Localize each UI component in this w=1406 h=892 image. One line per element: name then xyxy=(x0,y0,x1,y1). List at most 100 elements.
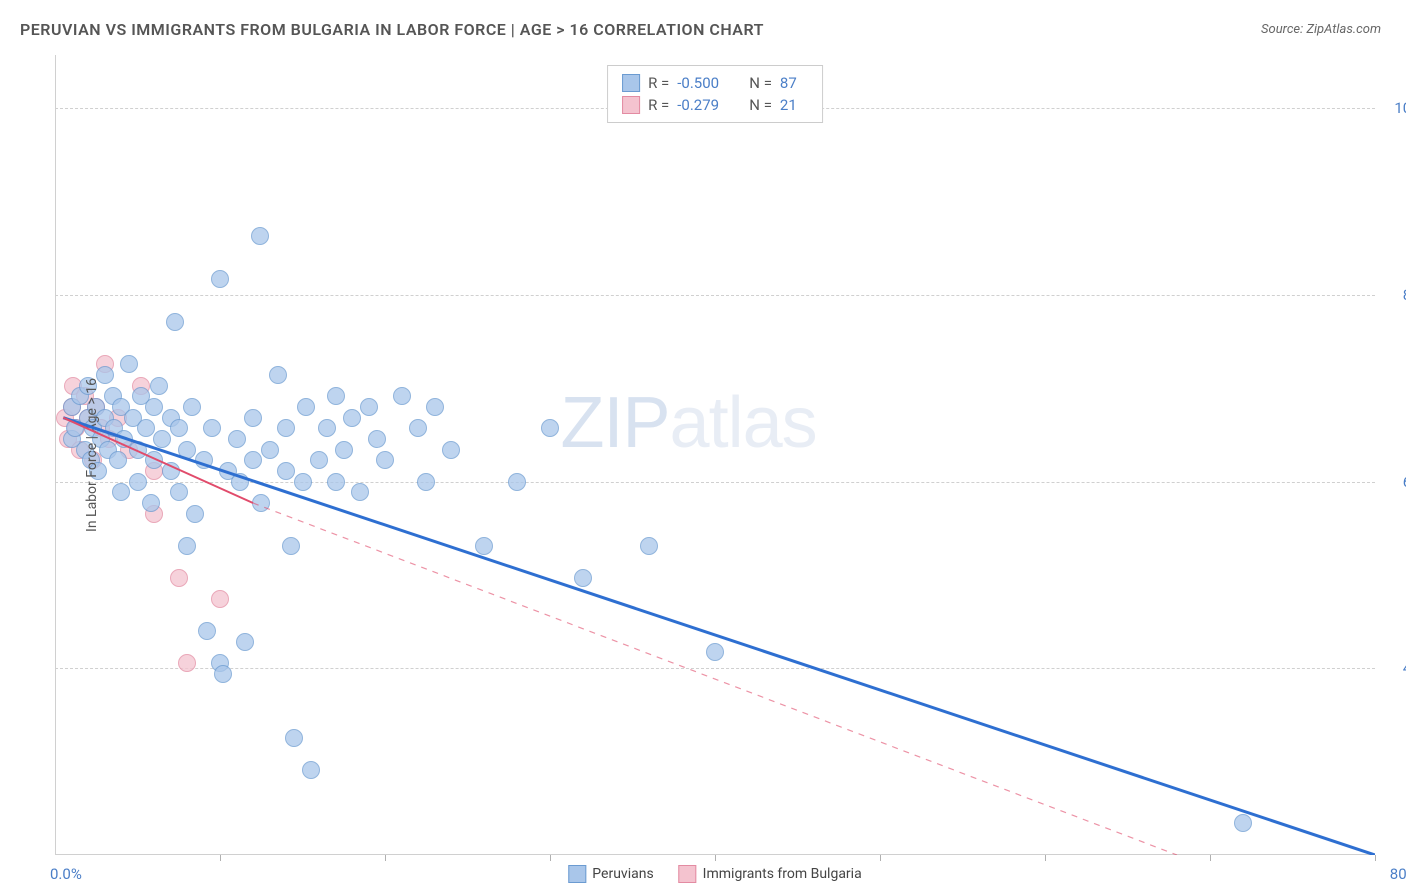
scatter-point xyxy=(277,462,295,480)
scatter-point xyxy=(417,473,435,491)
x-tick xyxy=(550,855,551,861)
scatter-point xyxy=(351,483,369,501)
scatter-point xyxy=(302,761,320,779)
scatter-point xyxy=(228,430,246,448)
scatter-point xyxy=(343,409,361,427)
scatter-point xyxy=(162,462,180,480)
source-name: ZipAtlas.com xyxy=(1306,22,1381,37)
scatter-point xyxy=(282,537,300,555)
scatter-point xyxy=(508,473,526,491)
scatter-point xyxy=(186,505,204,523)
scatter-point xyxy=(393,387,411,405)
correlation-legend: R = -0.500 N = 87 R = -0.279 N = 21 xyxy=(607,65,823,123)
scatter-point xyxy=(706,643,724,661)
x-tick xyxy=(880,855,881,861)
gridline xyxy=(55,668,1375,669)
scatter-point xyxy=(166,313,184,331)
legend-swatch xyxy=(568,865,586,883)
legend-n-value: 87 xyxy=(780,74,808,92)
chart-title: PERUVIAN VS IMMIGRANTS FROM BULGARIA IN … xyxy=(20,20,764,39)
x-axis-max-label: 80.0% xyxy=(1390,865,1406,883)
legend-n-label: N = xyxy=(749,96,772,114)
scatter-point xyxy=(236,633,254,651)
scatter-point xyxy=(294,473,312,491)
scatter-point xyxy=(640,537,658,555)
scatter-point xyxy=(195,451,213,469)
scatter-point xyxy=(120,355,138,373)
scatter-point xyxy=(112,483,130,501)
scatter-point xyxy=(269,366,287,384)
scatter-point xyxy=(129,441,147,459)
legend-r-label: R = xyxy=(648,74,669,92)
scatter-point xyxy=(244,409,262,427)
gridline xyxy=(55,295,1375,296)
scatter-point xyxy=(285,729,303,747)
scatter-point xyxy=(214,665,232,683)
scatter-point xyxy=(198,622,216,640)
scatter-point xyxy=(170,419,188,437)
legend-swatch xyxy=(622,96,640,114)
legend-r-value: -0.279 xyxy=(677,96,733,114)
x-tick xyxy=(1375,855,1376,861)
x-tick xyxy=(715,855,716,861)
x-tick xyxy=(220,855,221,861)
series-legend-item: Peruvians xyxy=(568,865,653,883)
plot-background: 47.5%65.0%82.5%100.0% xyxy=(55,55,1375,855)
y-axis-line xyxy=(55,55,56,855)
legend-n-value: 21 xyxy=(780,96,808,114)
scatter-point xyxy=(297,398,315,416)
series-legend-item: Immigrants from Bulgaria xyxy=(679,865,862,883)
scatter-point xyxy=(145,398,163,416)
series-legend: Peruvians Immigrants from Bulgaria xyxy=(568,865,861,883)
scatter-point xyxy=(150,377,168,395)
legend-swatch xyxy=(679,865,697,883)
scatter-point xyxy=(426,398,444,416)
source-label: Source: xyxy=(1261,22,1303,37)
source-attribution: Source: ZipAtlas.com xyxy=(1261,22,1381,37)
series-legend-label: Peruvians xyxy=(592,866,653,882)
scatter-point xyxy=(1234,814,1252,832)
legend-r-value: -0.500 xyxy=(677,74,733,92)
scatter-point xyxy=(327,387,345,405)
scatter-point xyxy=(178,654,196,672)
scatter-point xyxy=(251,227,269,245)
legend-row: R = -0.279 N = 21 xyxy=(622,94,808,116)
scatter-point xyxy=(183,398,201,416)
scatter-point xyxy=(231,473,249,491)
x-tick xyxy=(1210,855,1211,861)
scatter-point xyxy=(261,441,279,459)
scatter-point xyxy=(475,537,493,555)
scatter-point xyxy=(178,537,196,555)
scatter-point xyxy=(203,419,221,437)
legend-row: R =-0.500N =87 xyxy=(622,72,808,94)
scatter-point xyxy=(129,473,147,491)
scatter-point xyxy=(142,494,160,512)
scatter-point xyxy=(574,569,592,587)
scatter-point xyxy=(178,441,196,459)
scatter-point xyxy=(442,441,460,459)
x-axis-min-label: 0.0% xyxy=(50,865,82,883)
scatter-point xyxy=(376,451,394,469)
scatter-point xyxy=(277,419,295,437)
scatter-point xyxy=(335,441,353,459)
y-axis-label: In Labor Force | Age > 16 xyxy=(84,378,100,532)
x-tick xyxy=(385,855,386,861)
scatter-point xyxy=(137,419,155,437)
series-legend-label: Immigrants from Bulgaria xyxy=(703,866,862,882)
scatter-point xyxy=(310,451,328,469)
scatter-point xyxy=(153,430,171,448)
y-tick-label: 100.0% xyxy=(1394,99,1406,117)
scatter-point xyxy=(360,398,378,416)
legend-swatch xyxy=(622,74,640,92)
legend-r-label: R = xyxy=(648,96,669,114)
x-tick xyxy=(1045,855,1046,861)
gridline xyxy=(55,482,1375,483)
scatter-point xyxy=(145,451,163,469)
scatter-point xyxy=(541,419,559,437)
scatter-point xyxy=(170,569,188,587)
scatter-point xyxy=(211,270,229,288)
scatter-point xyxy=(252,494,270,512)
scatter-point xyxy=(368,430,386,448)
scatter-point xyxy=(318,419,336,437)
scatter-point xyxy=(327,473,345,491)
